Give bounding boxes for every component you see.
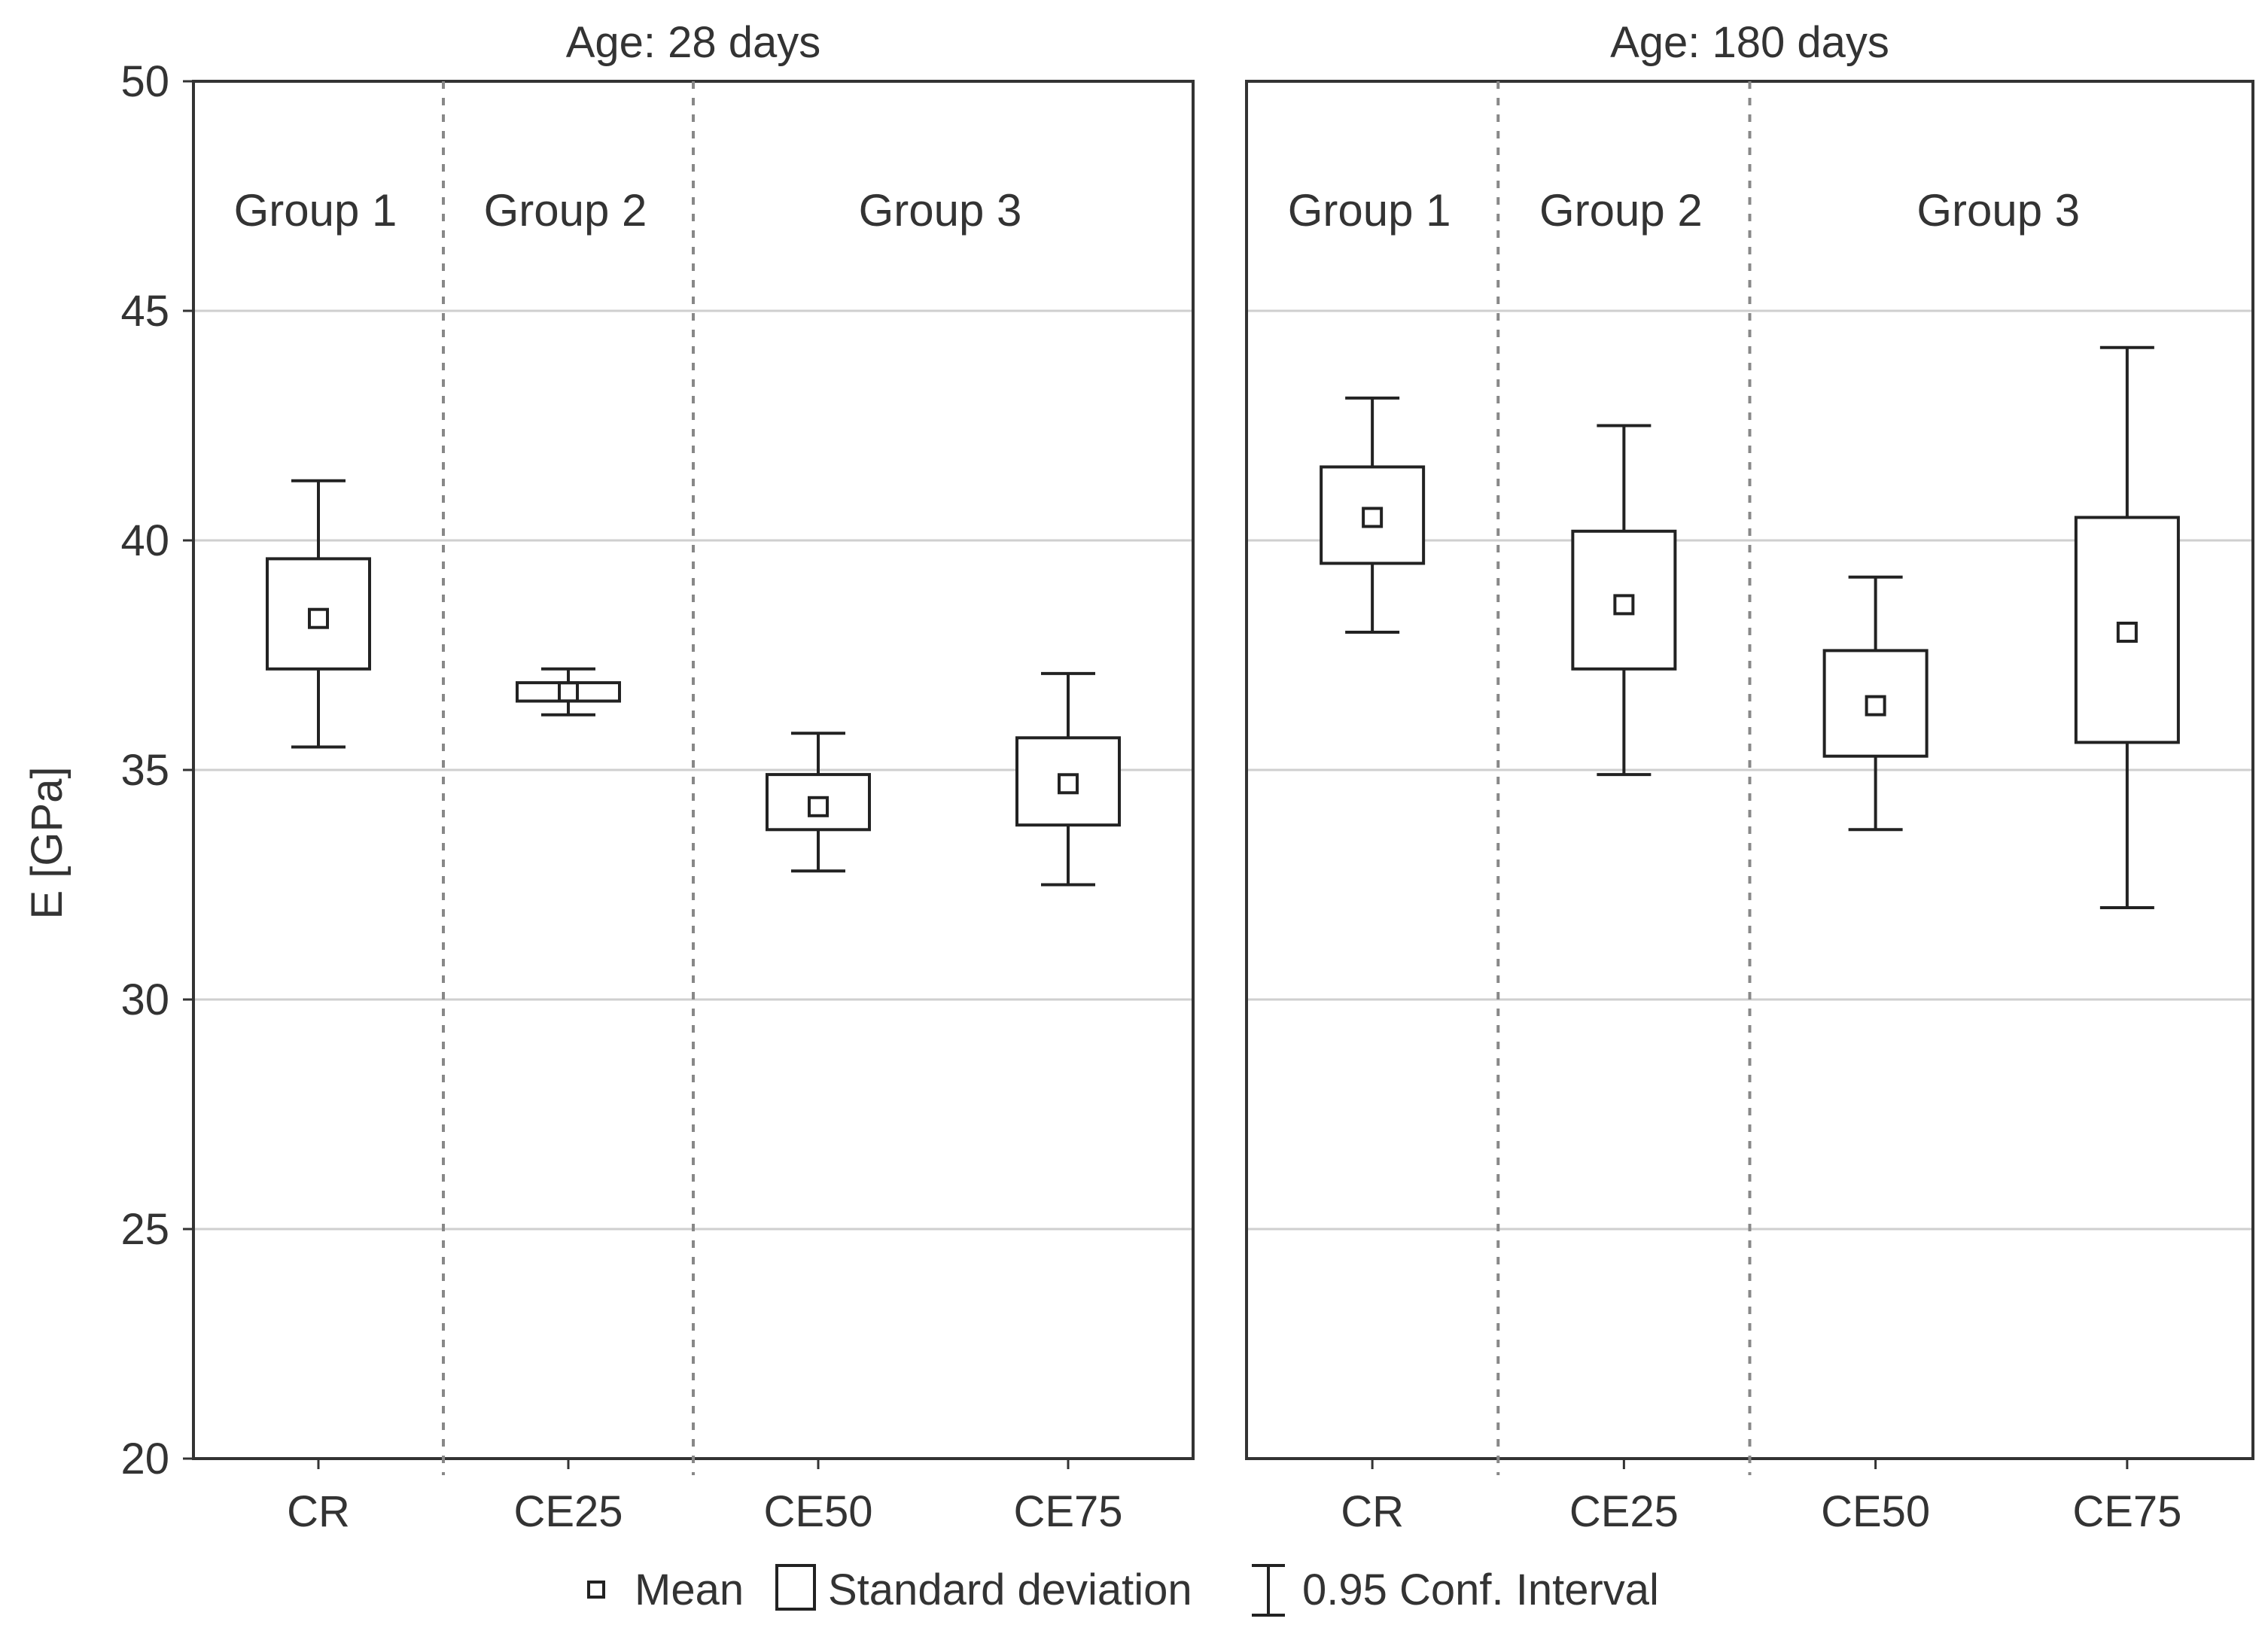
legend-ci-label: 0.95 Conf. Interval (1302, 1565, 1659, 1614)
box-ce75 (1015, 671, 1121, 887)
mean-marker (1058, 773, 1079, 795)
legend-mean-label: Mean (635, 1565, 744, 1614)
y-tick-label: 50 (120, 57, 169, 106)
mean-marker (1613, 594, 1635, 616)
x-tick-label: CE75 (1013, 1487, 1122, 1536)
group-label: Group 1 (234, 185, 397, 236)
y-axis-label: E [GPa] (23, 766, 72, 919)
y-tick-label: 30 (120, 975, 169, 1024)
y-tick-label: 25 (120, 1205, 169, 1254)
sd-box (1320, 465, 1426, 565)
mean-marker (1865, 695, 1886, 717)
box-ce25 (1571, 424, 1677, 777)
group-label: Group 1 (1288, 185, 1451, 236)
panel-title: Age: 180 days (1610, 18, 1889, 67)
sd-box (766, 773, 871, 832)
y-tick-label: 40 (120, 516, 169, 565)
x-tick-label: CE50 (763, 1487, 872, 1536)
x-tick-label: CE25 (1569, 1487, 1679, 1536)
y-tick-label: 20 (120, 1435, 169, 1483)
legend-sd-label: Standard deviation (828, 1565, 1192, 1614)
box-cr (1320, 396, 1426, 634)
mean-marker (2116, 622, 2138, 643)
mean-marker (308, 607, 329, 629)
legend-mean-symbol (587, 1581, 605, 1599)
group-label: Group 3 (859, 185, 1022, 236)
legend-sd-symbol (775, 1564, 816, 1611)
box-ce75 (2074, 345, 2180, 909)
group-label: Group 3 (1916, 185, 2080, 236)
y-tick-label: 35 (120, 746, 169, 795)
group-label: Group 2 (484, 185, 647, 236)
x-tick-label: CE75 (2072, 1487, 2181, 1536)
box-ce50 (1822, 575, 1929, 832)
x-tick-label: CE50 (1821, 1487, 1930, 1536)
y-tick-label: 45 (120, 287, 169, 336)
x-tick-label: CE25 (513, 1487, 623, 1536)
legend-ci-symbol (1252, 1564, 1285, 1617)
box-ce50 (766, 732, 871, 873)
box-ce25 (516, 667, 621, 717)
box-cr (266, 479, 371, 749)
panel-title: Age: 28 days (566, 18, 821, 67)
group-label: Group 2 (1539, 185, 1703, 236)
mean-marker (558, 681, 579, 703)
x-tick-label: CR (287, 1487, 350, 1536)
x-tick-label: CR (1341, 1487, 1404, 1536)
mean-marker (808, 796, 829, 817)
mean-marker (1362, 507, 1384, 528)
